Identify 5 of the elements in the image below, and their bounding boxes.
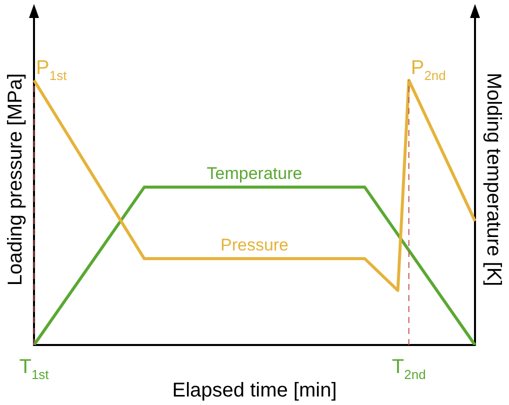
y-axis-title: Loading pressure [MPa] (4, 73, 27, 286)
series-label: Pressure (220, 236, 289, 255)
series-label: Temperature (206, 164, 302, 184)
x-axis-title: Elapsed time [min] (172, 380, 337, 402)
y2-axis-title: Molding temperature [K] (482, 72, 504, 286)
